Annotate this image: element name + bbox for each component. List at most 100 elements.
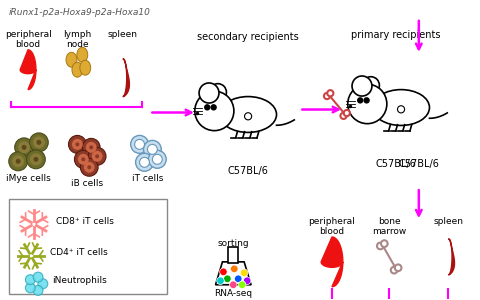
Circle shape bbox=[78, 154, 89, 165]
Circle shape bbox=[144, 140, 161, 158]
Text: primary recipients: primary recipients bbox=[351, 30, 441, 40]
Circle shape bbox=[26, 150, 45, 169]
Circle shape bbox=[209, 84, 227, 101]
Circle shape bbox=[22, 145, 26, 150]
Circle shape bbox=[140, 157, 149, 167]
Circle shape bbox=[362, 77, 379, 94]
Text: CD4⁺ iT cells: CD4⁺ iT cells bbox=[50, 248, 108, 257]
Circle shape bbox=[75, 142, 79, 146]
Circle shape bbox=[229, 281, 237, 289]
Circle shape bbox=[29, 133, 48, 152]
Circle shape bbox=[74, 150, 92, 168]
Circle shape bbox=[9, 152, 27, 171]
Circle shape bbox=[84, 162, 95, 173]
Circle shape bbox=[220, 268, 227, 276]
Circle shape bbox=[211, 105, 216, 110]
Ellipse shape bbox=[77, 47, 88, 62]
FancyBboxPatch shape bbox=[9, 199, 167, 294]
Circle shape bbox=[36, 140, 41, 145]
Circle shape bbox=[92, 151, 103, 162]
Circle shape bbox=[348, 84, 387, 124]
Circle shape bbox=[30, 153, 42, 165]
Polygon shape bbox=[321, 237, 343, 287]
Ellipse shape bbox=[372, 90, 430, 125]
Circle shape bbox=[244, 113, 252, 120]
Text: RNA-seq: RNA-seq bbox=[214, 289, 252, 298]
Circle shape bbox=[89, 146, 93, 149]
Text: iB cells: iB cells bbox=[71, 179, 103, 188]
Circle shape bbox=[80, 158, 98, 176]
Circle shape bbox=[25, 275, 35, 285]
Circle shape bbox=[381, 240, 388, 247]
Circle shape bbox=[224, 275, 231, 283]
Circle shape bbox=[25, 283, 35, 293]
Circle shape bbox=[33, 136, 45, 148]
Ellipse shape bbox=[80, 60, 91, 75]
Circle shape bbox=[205, 105, 210, 110]
Circle shape bbox=[72, 139, 83, 150]
Text: bone
marrow: bone marrow bbox=[372, 217, 407, 236]
Circle shape bbox=[15, 138, 34, 157]
Ellipse shape bbox=[220, 97, 276, 132]
Circle shape bbox=[195, 91, 234, 130]
Text: iMye cells: iMye cells bbox=[6, 174, 50, 183]
Circle shape bbox=[327, 90, 334, 96]
Circle shape bbox=[216, 277, 224, 285]
Circle shape bbox=[82, 138, 100, 156]
Circle shape bbox=[364, 98, 369, 103]
Circle shape bbox=[134, 140, 144, 149]
Circle shape bbox=[324, 93, 330, 99]
Text: spleen: spleen bbox=[433, 217, 463, 226]
Circle shape bbox=[95, 154, 99, 158]
Circle shape bbox=[88, 147, 106, 165]
Circle shape bbox=[395, 264, 401, 271]
Circle shape bbox=[87, 165, 91, 169]
Bar bbox=[228, 247, 238, 263]
Polygon shape bbox=[123, 59, 130, 97]
Text: CD8⁺ iT cells: CD8⁺ iT cells bbox=[56, 217, 114, 226]
Text: lymph
node: lymph node bbox=[63, 30, 92, 49]
Circle shape bbox=[147, 144, 157, 154]
Circle shape bbox=[234, 275, 242, 283]
Circle shape bbox=[33, 285, 43, 296]
Text: iNeutrophils: iNeutrophils bbox=[52, 276, 107, 285]
Circle shape bbox=[81, 157, 85, 161]
Circle shape bbox=[340, 113, 347, 119]
Circle shape bbox=[86, 142, 96, 153]
Circle shape bbox=[152, 154, 162, 164]
Ellipse shape bbox=[72, 62, 83, 77]
Circle shape bbox=[352, 76, 372, 96]
Text: spleen: spleen bbox=[108, 30, 138, 39]
Text: peripheral
blood: peripheral blood bbox=[309, 217, 355, 236]
Text: C57BL/6: C57BL/6 bbox=[228, 166, 268, 176]
Circle shape bbox=[344, 110, 350, 116]
Text: C57BL/6: C57BL/6 bbox=[398, 159, 439, 169]
Polygon shape bbox=[448, 239, 455, 275]
Circle shape bbox=[239, 281, 246, 289]
Circle shape bbox=[16, 159, 21, 164]
Circle shape bbox=[12, 155, 24, 167]
Text: peripheral
blood: peripheral blood bbox=[5, 30, 51, 49]
Circle shape bbox=[131, 135, 148, 153]
Circle shape bbox=[397, 106, 405, 113]
Text: iRunx1-p2a-Hoxa9-p2a-Hoxa10: iRunx1-p2a-Hoxa9-p2a-Hoxa10 bbox=[8, 8, 150, 17]
Circle shape bbox=[358, 98, 363, 103]
Text: iT cells: iT cells bbox=[132, 174, 163, 183]
Ellipse shape bbox=[66, 52, 77, 67]
Polygon shape bbox=[216, 262, 251, 285]
Text: C57BL/6: C57BL/6 bbox=[376, 159, 417, 169]
Circle shape bbox=[377, 243, 384, 249]
Text: secondary recipients: secondary recipients bbox=[197, 32, 299, 42]
Circle shape bbox=[230, 265, 238, 273]
Circle shape bbox=[148, 150, 166, 168]
Circle shape bbox=[240, 269, 248, 277]
Circle shape bbox=[69, 135, 86, 153]
Circle shape bbox=[38, 279, 48, 289]
Polygon shape bbox=[20, 50, 36, 90]
Circle shape bbox=[33, 272, 43, 282]
Circle shape bbox=[34, 157, 38, 162]
Circle shape bbox=[243, 277, 251, 285]
Circle shape bbox=[391, 267, 397, 274]
Circle shape bbox=[199, 83, 219, 103]
Circle shape bbox=[135, 153, 154, 171]
